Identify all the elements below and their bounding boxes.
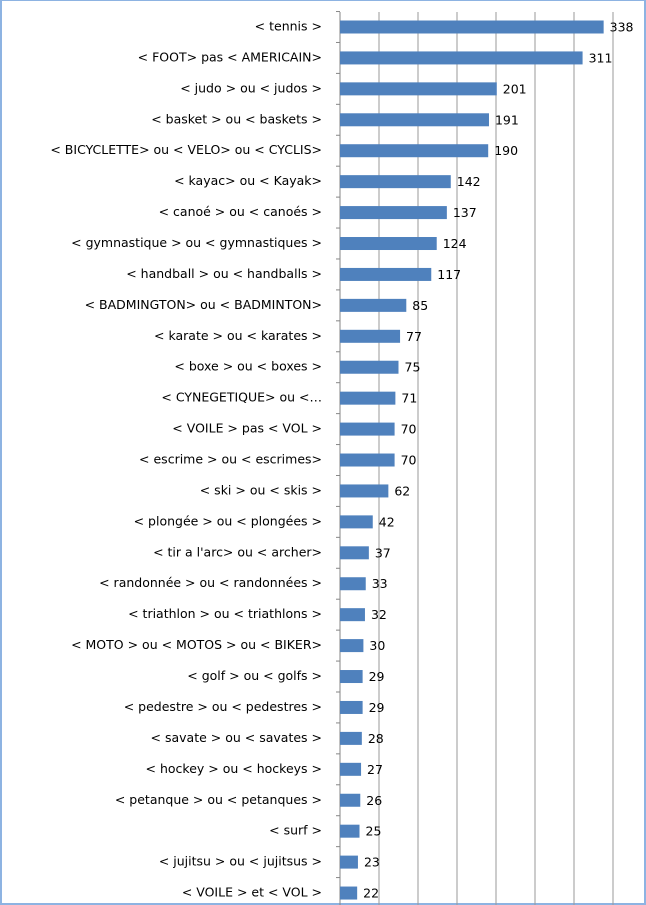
y-tick-label: < FOOT> pas < AMERICAIN>	[138, 49, 322, 64]
value-label: 33	[372, 576, 388, 591]
y-tick-label: < hockey > ou < hockeys >	[146, 761, 322, 776]
value-label: 62	[394, 483, 410, 498]
value-label: 124	[443, 236, 467, 251]
y-tick-label: < VOILE > et < VOL >	[182, 885, 322, 900]
value-label: 71	[401, 391, 417, 406]
value-label: 75	[405, 360, 421, 375]
bar	[340, 175, 451, 189]
bar	[340, 546, 369, 560]
bar	[340, 639, 364, 653]
value-label: 29	[369, 700, 385, 715]
y-tick-label: < kayac> ou < Kayak>	[174, 173, 322, 188]
y-tick-label: < gymnastique > ou < gymnastiques >	[71, 235, 322, 250]
bar	[340, 422, 395, 436]
y-tick-label: < escrime > ou < escrimes>	[139, 452, 322, 467]
value-label: 190	[494, 143, 518, 158]
bar	[340, 515, 373, 529]
bar	[340, 237, 437, 251]
y-tick-label: < golf > ou < golfs >	[187, 668, 322, 683]
bar	[340, 391, 396, 405]
bar	[340, 453, 395, 467]
bar	[340, 298, 407, 312]
value-label: 32	[371, 607, 387, 622]
y-tick-label: < pedestre > ou < pedestres >	[124, 699, 322, 714]
y-tick-label: < petanque > ou < petanques >	[115, 792, 322, 807]
y-tick-label: < karate > ou < karates >	[154, 328, 322, 343]
bar	[340, 886, 358, 900]
value-label: 70	[401, 453, 417, 468]
y-tick-label: < CYNEGETIQUE> ou <…	[161, 390, 322, 405]
value-label: 25	[366, 824, 382, 839]
bar	[340, 82, 497, 96]
value-label: 37	[375, 545, 391, 560]
bar	[340, 51, 583, 65]
value-label: 42	[379, 514, 395, 529]
value-label: 28	[368, 731, 384, 746]
value-label: 117	[437, 267, 461, 282]
bar	[340, 824, 360, 838]
y-tick-label: < basket > ou < baskets >	[151, 111, 322, 126]
value-label: 30	[369, 638, 385, 653]
y-tick-label: < MOTO > ou < MOTOS > ou < BIKER>	[71, 637, 322, 652]
value-label: 85	[412, 298, 428, 313]
bar	[340, 855, 358, 869]
value-label: 29	[369, 669, 385, 684]
bar	[340, 608, 365, 622]
bar	[340, 731, 362, 745]
value-label: 26	[366, 793, 382, 808]
y-tick-label: < tir a l'arc> ou < archer>	[153, 544, 322, 559]
bar	[340, 267, 432, 281]
bar	[340, 484, 389, 498]
y-tick-label: < savate > ou < savates >	[151, 730, 322, 745]
bar	[340, 329, 401, 343]
bar	[340, 360, 399, 374]
bar	[340, 762, 362, 776]
y-tick-label: < judo > ou < judos >	[180, 80, 322, 95]
bar	[340, 793, 361, 807]
y-tick-label: < surf >	[269, 823, 322, 838]
bar	[340, 113, 489, 127]
value-label: 338	[610, 20, 634, 35]
y-tick-label: < BADMINGTON> ou < BADMINTON>	[85, 297, 322, 312]
bar	[340, 670, 363, 684]
y-tick-label: < jujitsu > ou < jujitsus >	[159, 854, 322, 869]
value-label: 22	[363, 886, 379, 901]
value-label: 77	[406, 329, 422, 344]
bar	[340, 144, 489, 158]
value-label: 137	[453, 205, 477, 220]
y-tick-label: < boxe > ou < boxes >	[174, 359, 322, 374]
value-label: 191	[495, 112, 519, 127]
value-label: 70	[401, 422, 417, 437]
y-tick-label: < ski > ou < skis >	[200, 482, 322, 497]
value-label: 142	[457, 174, 481, 189]
y-tick-label: < randonnée > ou < randonnées >	[99, 575, 322, 590]
y-tick-label: < canoé > ou < canoés >	[159, 204, 322, 219]
bar	[340, 206, 447, 220]
value-label: 23	[364, 855, 380, 870]
bar	[340, 20, 604, 34]
y-tick-label: < BICYCLETTE> ou < VELO> ou < CYCLIS>	[50, 142, 322, 157]
y-tick-label: < handball > ou < handballs >	[126, 266, 322, 281]
value-label: 27	[367, 762, 383, 777]
bar	[340, 700, 363, 714]
y-tick-label: < tennis >	[255, 19, 322, 34]
value-label: 311	[589, 50, 613, 65]
y-tick-label: < VOILE > pas < VOL >	[172, 421, 322, 436]
bar	[340, 577, 366, 591]
value-label: 201	[503, 81, 527, 96]
y-tick-label: < triathlon > ou < triathlons >	[128, 606, 322, 621]
y-tick-label: < plongée > ou < plongées >	[134, 513, 322, 528]
